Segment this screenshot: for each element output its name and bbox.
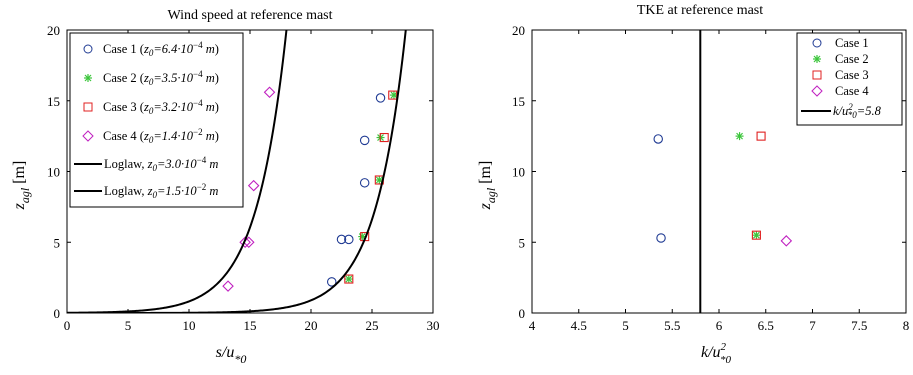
y-tick-label: 0 xyxy=(54,306,61,321)
x-tick-label: 4.5 xyxy=(571,318,587,333)
x-tick-label: 7.5 xyxy=(851,318,867,333)
legend-case2: Case 2 xyxy=(813,52,869,66)
x-tick-label: 4 xyxy=(529,318,536,333)
data-point-circle xyxy=(326,277,337,287)
data-point-square xyxy=(379,132,389,143)
y-tick-label: 0 xyxy=(519,306,526,321)
x-tick-label: 8 xyxy=(903,318,910,333)
left-chart-title: Wind speed at reference mast xyxy=(167,8,332,23)
x-tick-label: 5 xyxy=(622,318,629,333)
x-tick-label: 20 xyxy=(305,318,318,333)
svg-text:Loglaw, z0=1.5·10−2 m: Loglaw, z0=1.5·10−2 m xyxy=(104,182,218,200)
legend-loglaw-2: Loglaw, z0=1.5·10−2 m xyxy=(74,182,218,200)
svg-text:Loglaw, z0=3.0·10−4 m: Loglaw, z0=3.0·10−4 m xyxy=(104,155,218,173)
y-tick-label: 15 xyxy=(47,94,60,109)
left-y-axis-label: zagl [m] xyxy=(11,161,32,211)
x-tick-label: 5 xyxy=(125,318,132,333)
legend-loglaw-1: Loglaw, z0=3.0·10−4 m xyxy=(74,155,218,173)
legend-case3: Case 3 (z0=3.2·10−4 m) xyxy=(83,98,219,116)
y-tick-label: 5 xyxy=(519,235,526,250)
loglaw-curve xyxy=(67,30,288,313)
svg-text:Case 2: Case 2 xyxy=(835,52,869,66)
legend-case3: Case 3 xyxy=(812,68,869,82)
legend-case4: Case 4 xyxy=(811,84,869,98)
asterisk-marker xyxy=(84,74,92,82)
left-x-ticks: 0 5 10 15 20 25 30 xyxy=(64,30,440,333)
y-tick-label: 15 xyxy=(512,94,525,109)
x-tick-label: 7 xyxy=(809,318,816,333)
left-legend: Case 1 (z0=6.4·10−4 m) Case 2 (z0=3.5·10… xyxy=(69,32,244,208)
right-y-ticks: 0 5 10 15 20 xyxy=(512,23,906,321)
svg-text:Case 4 (z0=1.4·10−2 m): Case 4 (z0=1.4·10−2 m) xyxy=(103,127,219,145)
data-point-diamond xyxy=(239,236,251,249)
legend-case4: Case 4 (z0=1.4·10−2 m) xyxy=(82,127,219,145)
right-chart-title: TKE at reference mast xyxy=(637,3,763,18)
data-point-asterisk xyxy=(735,132,744,141)
right-x-ticks: 4 4.5 5 5.5 6 6.5 7 7.5 8 xyxy=(529,30,910,333)
data-point-square xyxy=(388,90,398,100)
svg-text:Case 4: Case 4 xyxy=(835,84,869,98)
x-tick-label: 5.5 xyxy=(664,318,680,333)
left-y-ticks: 0 5 10 15 20 xyxy=(47,23,433,321)
data-point-asterisk xyxy=(344,275,353,284)
y-tick-label: 10 xyxy=(47,165,60,180)
right-x-axis-label: k/u2 *0 xyxy=(701,341,732,366)
data-point-asterisk xyxy=(752,231,761,240)
legend-case1: Case 1 (z0=6.4·10−4 m) xyxy=(83,40,219,58)
data-point-circle xyxy=(653,134,663,144)
x-tick-label: 6 xyxy=(716,318,723,333)
y-tick-label: 5 xyxy=(54,235,61,250)
y-tick-label: 10 xyxy=(512,165,525,180)
legend-tke-line: k/u2 *0=5.8 xyxy=(801,102,882,120)
legend-case2: Case 2 (z0=3.5·10−4 m) xyxy=(84,69,219,87)
right-plot-area xyxy=(653,30,793,313)
left-x-axis-label: s/u*0 xyxy=(216,344,247,366)
data-point-square xyxy=(756,131,766,141)
left-chart: Wind speed at reference mast 0 5 10 15 20 25 3… xyxy=(11,8,440,366)
data-point-circle xyxy=(344,234,354,245)
right-y-axis-label: zagl [m] xyxy=(477,161,498,211)
data-point-square xyxy=(751,230,761,240)
data-point-circle xyxy=(359,178,370,188)
data-point-square xyxy=(344,274,354,284)
data-point-diamond xyxy=(263,86,276,99)
right-chart: TKE at reference mast 4 4.5 5 5.5 6 6.5 7 7.5 8 … xyxy=(477,3,909,366)
x-tick-label: 15 xyxy=(244,318,257,333)
svg-text:Case 1: Case 1 xyxy=(835,36,869,50)
x-tick-label: 30 xyxy=(427,318,440,333)
y-tick-label: 20 xyxy=(47,23,60,38)
x-tick-label: 0 xyxy=(64,318,71,333)
data-point-circle xyxy=(375,93,386,103)
legend-case1: Case 1 xyxy=(812,36,869,50)
data-point-diamond xyxy=(247,179,260,192)
x-tick-label: 10 xyxy=(183,318,196,333)
right-legend: Case 1 Case 2 Case 3 Case 4 k/u2 *0=5.8 xyxy=(796,32,903,126)
x-tick-label: 6.5 xyxy=(758,318,774,333)
svg-text:Case 3 (z0=3.2·10−4 m): Case 3 (z0=3.2·10−4 m) xyxy=(103,98,219,116)
asterisk-marker xyxy=(813,55,821,63)
svg-text:Case 2 (z0=3.5·10−4 m): Case 2 (z0=3.5·10−4 m) xyxy=(103,69,219,87)
svg-text:Case 1 (z0=6.4·10−4 m): Case 1 (z0=6.4·10−4 m) xyxy=(103,40,219,58)
data-point-circle xyxy=(656,233,666,243)
x-tick-label: 25 xyxy=(366,318,379,333)
y-tick-label: 20 xyxy=(512,23,525,38)
data-point-diamond xyxy=(780,235,793,247)
data-point-circle xyxy=(359,135,370,146)
svg-text:Case 3: Case 3 xyxy=(835,68,869,82)
data-point-circle xyxy=(336,234,347,245)
svg-text:k/u2*0=5.8: k/u2 *0=5.8 xyxy=(833,102,882,120)
data-point-diamond xyxy=(222,280,234,292)
